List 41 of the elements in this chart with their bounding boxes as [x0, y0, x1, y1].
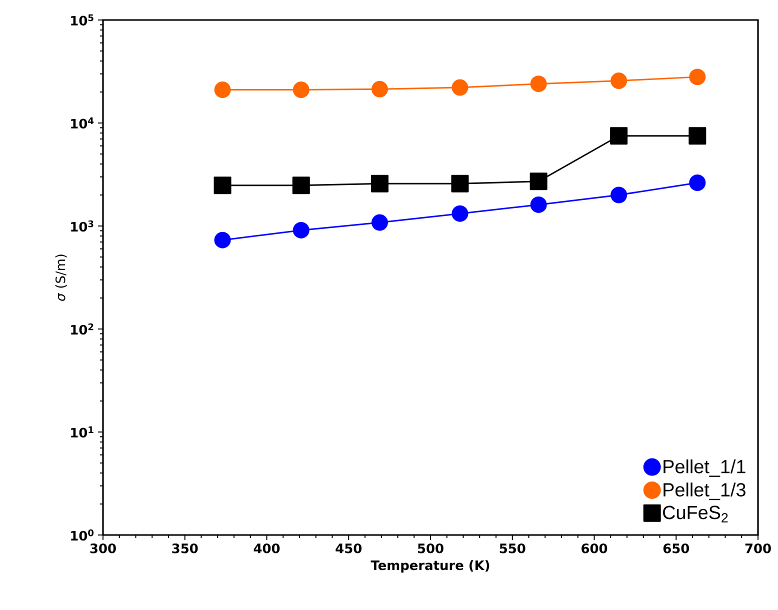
point	[371, 80, 388, 98]
point	[530, 172, 548, 190]
x-tick-label: 500	[418, 544, 444, 554]
point	[214, 176, 232, 194]
x-tick-label: 450	[336, 544, 362, 554]
y-tick-label: 10$^{3}$	[71, 220, 94, 232]
x-tick-label: 300	[90, 544, 116, 554]
point	[688, 127, 706, 145]
point	[452, 79, 468, 96]
x-tick-label: 400	[254, 544, 280, 554]
y-tick-label: 10$^{4}$	[71, 117, 94, 129]
y-tick-label: 10$^{2}$	[71, 323, 94, 335]
point	[452, 205, 468, 222]
point	[689, 174, 706, 191]
point	[610, 127, 628, 145]
point	[530, 196, 547, 213]
y-axis-title: σ (S/m)	[55, 254, 67, 301]
point	[610, 72, 628, 90]
point	[610, 186, 628, 204]
point	[214, 82, 231, 98]
x-tick-label: 700	[745, 544, 771, 554]
x-axis-title: Temperature (K)	[370, 560, 490, 573]
legend-label: CuFeS$_{2}$	[663, 506, 728, 522]
legend-label: Pellet_1/1	[664, 459, 746, 477]
point	[214, 232, 231, 248]
point	[292, 176, 310, 194]
y-tick-label: 10$^{0}$	[71, 529, 94, 541]
x-tick-label: 550	[500, 544, 526, 554]
point	[689, 68, 706, 86]
x-tick-label: 350	[172, 544, 198, 554]
point	[371, 214, 388, 231]
point	[292, 222, 310, 238]
x-tick-label: 600	[582, 544, 608, 554]
legend-label: Pellet_1/3	[664, 482, 746, 500]
y-tick-label: 10$^{5}$	[71, 14, 94, 26]
point	[451, 174, 469, 192]
point	[292, 82, 310, 98]
x-tick-label: 650	[663, 544, 690, 554]
point	[530, 76, 547, 92]
y-tick-label: 10$^{1}$	[71, 426, 94, 438]
point	[370, 174, 388, 192]
